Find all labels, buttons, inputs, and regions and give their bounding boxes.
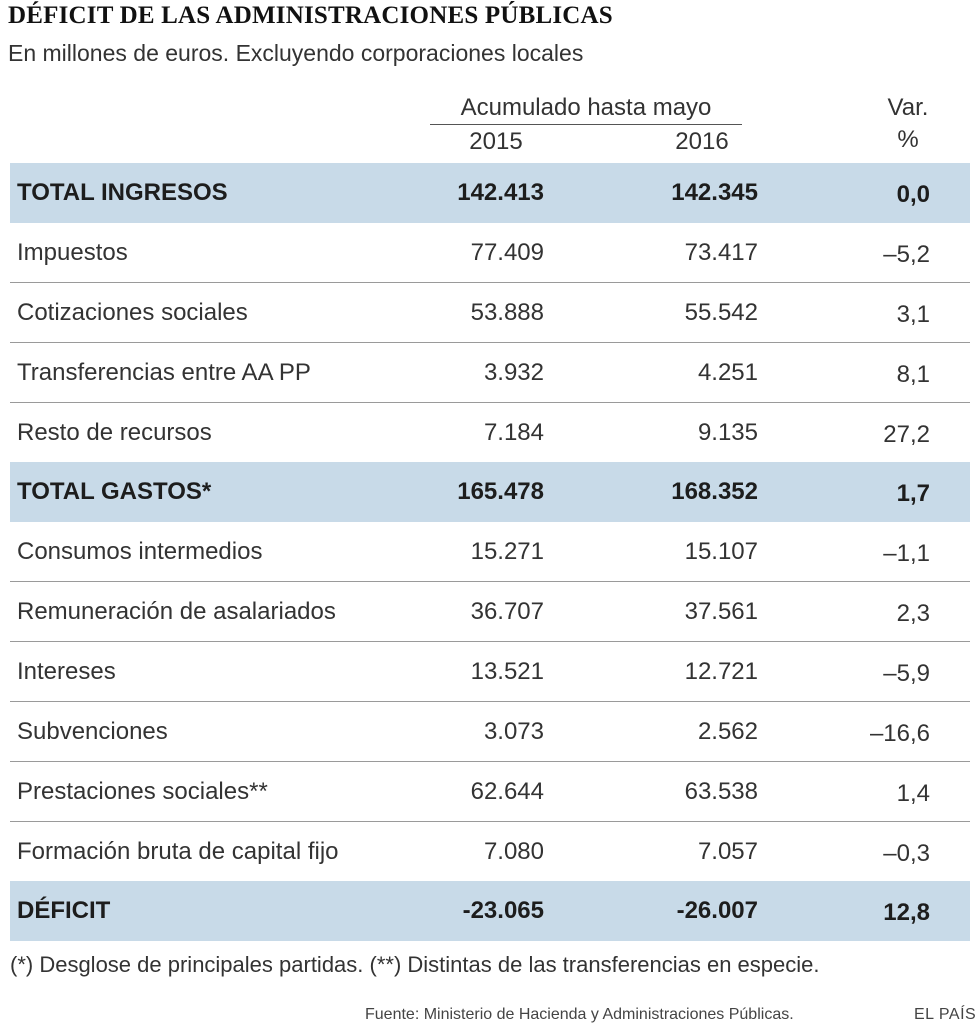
value-2015: 3.932 [483, 359, 544, 386]
row-label: Transferencias entre AA PP [17, 359, 311, 386]
table-total-row: TOTAL GASTOS* 165.478 168.352 1,7 [10, 462, 970, 522]
row-label: Impuestos [17, 239, 128, 266]
value-2015: -23.065 [462, 897, 544, 924]
table-row: Resto de recursos 7.184 9.135 27,2 [10, 403, 970, 462]
table-row: Remuneración de asalariados 36.707 37.561 2… [10, 582, 970, 642]
row-label: Formación bruta de capital fijo [17, 838, 339, 865]
value-var: –5,2 [883, 241, 930, 268]
value-var: –16,6 [869, 720, 930, 747]
value-2016: 55.542 [684, 299, 758, 326]
value-var: 8,1 [896, 361, 930, 388]
value-2016: 15.107 [684, 538, 758, 565]
table-total-row: TOTAL INGRESOS 142.413 142.345 0,0 [10, 163, 970, 223]
table-row: Prestaciones sociales** 62.644 63.538 1,4 [10, 762, 970, 822]
row-label: TOTAL GASTOS* [17, 478, 212, 505]
value-var: 1,7 [896, 480, 930, 507]
column-header-2015: 2015 [469, 128, 523, 155]
row-label: TOTAL INGRESOS [17, 179, 228, 206]
header-divider [430, 124, 742, 125]
value-2015: 7.080 [483, 838, 544, 865]
value-2015: 53.888 [470, 299, 544, 326]
value-2016: 37.561 [684, 598, 758, 625]
value-var: 2,3 [896, 600, 930, 627]
value-var: –1,1 [883, 540, 930, 567]
table-row: Subvenciones 3.073 2.562 –16,6 [10, 702, 970, 762]
value-var: 1,4 [896, 780, 930, 807]
row-label: Consumos intermedios [17, 538, 263, 565]
page-subtitle: En millones de euros. Excluyendo corpora… [8, 40, 584, 66]
row-label: DÉFICIT [17, 897, 111, 924]
table-row: Intereses 13.521 12.721 –5,9 [10, 642, 970, 702]
value-var: 27,2 [883, 421, 930, 448]
brand-logo: EL PAÍS [914, 1006, 977, 1023]
row-label: Prestaciones sociales** [17, 778, 268, 805]
value-var: –0,3 [883, 840, 930, 867]
value-var: 12,8 [883, 899, 930, 926]
data-table: TOTAL INGRESOS 142.413 142.345 0,0 Impuestos… [10, 163, 970, 941]
row-label: Cotizaciones sociales [17, 299, 248, 326]
value-2015: 3.073 [483, 718, 544, 745]
accumulated-header: Acumulado hasta mayo [460, 94, 712, 121]
value-2015: 13.521 [470, 658, 544, 685]
column-header-2016: 2016 [675, 128, 729, 155]
footnote: (*) Desglose de principales partidas. (*… [10, 952, 820, 977]
value-2016: 7.057 [697, 838, 758, 865]
value-2016: 142.345 [671, 179, 758, 206]
row-label: Resto de recursos [17, 419, 212, 446]
table-row: Transferencias entre AA PP 3.932 4.251 8,1 [10, 343, 970, 403]
table-total-row: DÉFICIT -23.065 -26.007 12,8 [10, 881, 970, 941]
value-2016: 12.721 [684, 658, 758, 685]
value-2016: 63.538 [684, 778, 758, 805]
value-2016: 4.251 [697, 359, 758, 386]
table-row: Cotizaciones sociales 53.888 55.542 3,1 [10, 283, 970, 343]
row-label: Remuneración de asalariados [17, 598, 336, 625]
table-row: Formación bruta de capital fijo 7.080 7.05… [10, 822, 970, 881]
value-2015: 36.707 [470, 598, 544, 625]
value-2016: 168.352 [671, 478, 758, 505]
value-var: –5,9 [883, 660, 930, 687]
value-2016: -26.007 [676, 897, 758, 924]
value-2015: 15.271 [470, 538, 544, 565]
value-var: 3,1 [896, 301, 930, 328]
value-2016: 73.417 [684, 239, 758, 266]
table-row: Impuestos 77.409 73.417 –5,2 [10, 223, 970, 283]
source-note: Fuente: Ministerio de Hacienda y Adminis… [365, 1006, 794, 1023]
row-label: Intereses [17, 658, 116, 685]
value-var: 0,0 [896, 181, 930, 208]
column-header-var-unit: % [897, 126, 919, 153]
value-2015: 142.413 [457, 179, 544, 206]
value-2016: 9.135 [697, 419, 758, 446]
value-2015: 7.184 [483, 419, 544, 446]
value-2016: 2.562 [697, 718, 758, 745]
column-header-var: Var. [887, 94, 929, 121]
value-2015: 77.409 [470, 239, 544, 266]
row-label: Subvenciones [17, 718, 168, 745]
value-2015: 165.478 [457, 478, 544, 505]
value-2015: 62.644 [470, 778, 544, 805]
page-title: DÉFICIT DE LAS ADMINISTRACIONES PÚBLICAS [8, 2, 613, 29]
table-row: Consumos intermedios 15.271 15.107 –1,1 [10, 522, 970, 582]
